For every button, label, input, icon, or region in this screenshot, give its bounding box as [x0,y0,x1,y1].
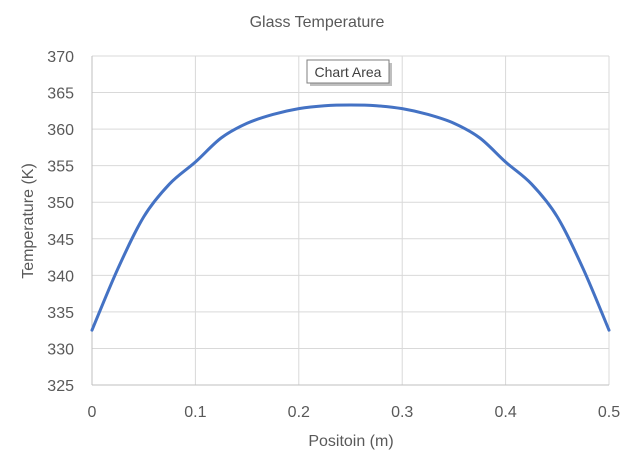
y-tick-label: 325 [47,378,74,395]
x-tick-label: 0.3 [391,404,413,421]
x-tick-label: 0.2 [288,404,310,421]
series-line [90,103,611,332]
x-tick-label: 0 [88,404,97,421]
y-tick-label: 360 [47,122,74,139]
series-group [90,103,611,332]
x-tick-label: 0.4 [494,404,516,421]
tooltip-label: Chart Area [315,64,382,80]
y-tick-label: 335 [47,305,74,322]
y-tick-label: 365 [47,86,74,103]
y-tick-label: 330 [47,341,74,358]
chart-area-tooltip: Chart Area [306,59,392,86]
tooltip-box [306,59,390,84]
x-tick-labels: 0 0.1 0.2 0.3 0.4 0.5 [88,404,621,421]
y-axis-title: Temperature (K) [20,163,37,279]
chart-title: Glass Temperature [250,14,385,31]
y-tick-labels: 325 330 335 340 345 350 355 360 365 370 [47,49,74,395]
x-axis-title: Positoin (m) [308,433,393,450]
y-tick-label: 350 [47,195,74,212]
y-tick-label: 345 [47,232,74,249]
y-tick-label: 340 [47,268,74,285]
y-tick-label: 370 [47,49,74,66]
x-tick-label: 0.5 [598,404,620,421]
y-tick-label: 355 [47,159,74,176]
x-tick-label: 0.1 [184,404,206,421]
